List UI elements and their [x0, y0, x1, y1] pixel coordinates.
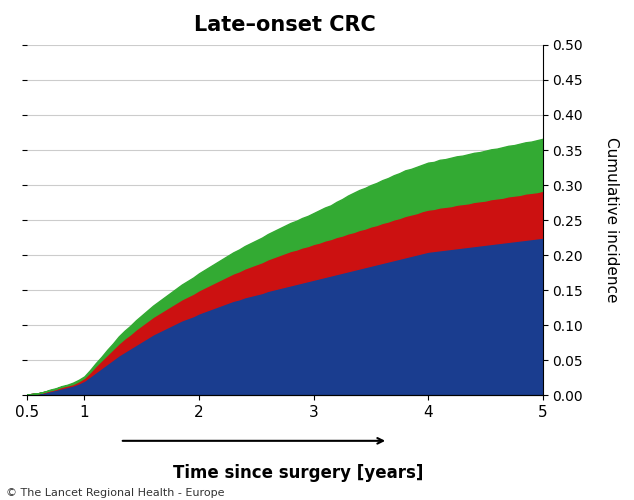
Y-axis label: Cumulative incidence: Cumulative incidence [604, 138, 619, 303]
Title: Late–onset CRC: Late–onset CRC [194, 15, 376, 35]
Text: Time since surgery [years]: Time since surgery [years] [173, 464, 423, 482]
Text: © The Lancet Regional Health - Europe: © The Lancet Regional Health - Europe [6, 488, 225, 498]
